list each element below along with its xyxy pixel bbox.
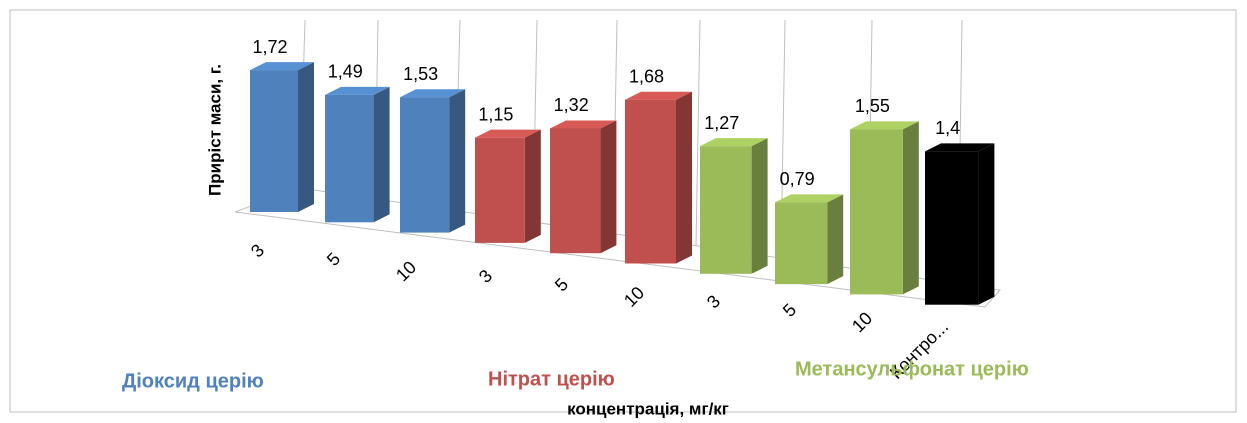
bar-side [298, 62, 314, 212]
bar-side [600, 120, 617, 254]
bar-top [250, 62, 314, 71]
bar [475, 137, 525, 243]
value-label: 1,27 [704, 113, 739, 133]
value-label: 0,79 [780, 169, 815, 189]
x-axis-title: концентрація, мг/кг [567, 399, 729, 418]
bar-side [524, 129, 541, 243]
bar [400, 97, 450, 233]
bar [250, 70, 298, 212]
bar-side [902, 121, 919, 295]
bar [775, 202, 828, 285]
group-label: Діоксид церію [122, 370, 264, 392]
bar [550, 128, 601, 254]
chart-frame [9, 9, 1237, 413]
value-label: 1,55 [855, 96, 890, 116]
y-axis-title: Приріст маси, г. [205, 64, 224, 196]
bar-side [751, 138, 768, 274]
group-label: Метансульфонат церію [795, 358, 1029, 380]
value-label: 1,68 [629, 66, 664, 86]
group-label: Нітрат церію [488, 368, 615, 390]
bar-side [978, 143, 995, 305]
bar-top [550, 120, 617, 129]
bar-top [400, 89, 466, 98]
bar [700, 146, 752, 274]
bar-side [676, 91, 692, 264]
bar [850, 129, 903, 295]
value-label: 1,32 [554, 95, 589, 115]
value-label: 1,53 [403, 64, 438, 84]
value-label: 1,15 [478, 104, 513, 124]
value-label: 1,49 [328, 62, 363, 82]
bar-top [850, 121, 919, 130]
bar-side [373, 86, 390, 223]
bar [325, 94, 374, 223]
value-label: 1,72 [252, 37, 287, 57]
bar-top [325, 86, 390, 95]
bar-top [475, 129, 541, 138]
bar [925, 151, 979, 305]
bar-top [700, 138, 768, 147]
bar-top [925, 143, 995, 152]
bar-top [775, 194, 844, 203]
bar-side [827, 194, 844, 285]
bar-top [625, 91, 692, 100]
bar [625, 99, 676, 264]
bar-side [449, 89, 466, 233]
value-label: 1,4 [935, 118, 960, 138]
